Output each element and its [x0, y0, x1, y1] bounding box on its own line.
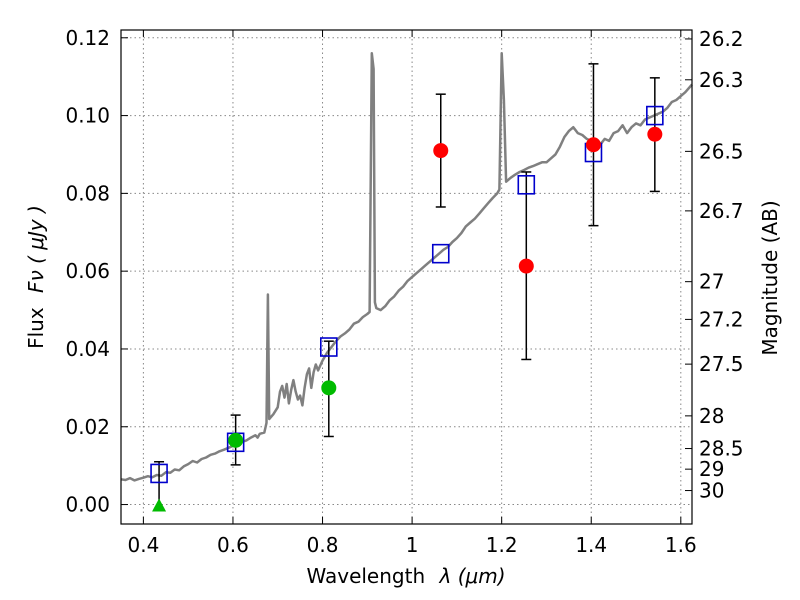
red-point: [433, 143, 449, 159]
y-axis-title-math: Fν ( μJy ): [24, 205, 48, 293]
y-tick-label: 0.04: [65, 337, 110, 361]
red-point: [647, 126, 663, 142]
x-axis-title-text: Wavelength: [306, 564, 425, 588]
y2-tick-label: 26.5: [699, 139, 744, 163]
green-point: [321, 380, 337, 396]
y2-tick-label: 27.5: [699, 352, 744, 376]
model-square: [517, 175, 536, 195]
model-square: [150, 463, 168, 484]
y2-tick-label: 26.7: [699, 199, 744, 223]
y2-tick-label: 28: [699, 404, 724, 428]
y2-tick-label: 27: [699, 270, 724, 294]
y2-axis-title: Magnitude (AB): [758, 200, 782, 355]
y2-tick-label: 28.5: [699, 437, 744, 461]
y2-tick-label: 29: [699, 457, 724, 481]
spectrum-series: [120, 52, 693, 482]
red-point: [585, 137, 601, 153]
model-square: [431, 243, 450, 264]
x-tick-label: 1.6: [665, 533, 697, 557]
y-axis-title-text: Flux: [24, 307, 48, 349]
y2-tick-label: 27.2: [699, 307, 744, 331]
plot-frame: [120, 29, 693, 525]
x-tick-label: 0.8: [307, 533, 339, 557]
spectrum-line: [120, 52, 693, 482]
y2-tick-label: 26.3: [699, 68, 744, 92]
x-tick-label: 1.4: [575, 533, 607, 557]
y-tick-label: 0.02: [65, 415, 110, 439]
green-point: [228, 432, 244, 448]
y-tick-label: 0.10: [65, 104, 110, 128]
x-tick-label: 0.4: [127, 533, 159, 557]
x-tick-label: 0.6: [217, 533, 249, 557]
model-square: [646, 105, 664, 126]
x-axis-title: Wavelength λ (μm): [306, 564, 505, 588]
y-tick-label: 0.06: [65, 259, 110, 283]
y-tick-label: 0.12: [65, 26, 110, 50]
green-limit-triangle: [152, 498, 167, 512]
ticks: 0.4 0.6 0.8 1 1.2 1.4 1.6 0.00 0.02 0.04 0.06 0.08 0…: [65, 26, 743, 557]
y2-tick-label: 26.2: [699, 27, 744, 51]
grid: [121, 30, 692, 524]
y-tick-label: 0.08: [65, 181, 110, 205]
x-axis-title-math: λ (μm): [439, 564, 506, 588]
red-point: [518, 258, 534, 274]
model-square: [319, 337, 338, 357]
x-tick-label: 1.2: [486, 533, 518, 557]
y2-tick-label: 30: [699, 479, 724, 503]
y-axis-title: Flux Fν ( μJy ): [24, 205, 48, 349]
markers: [150, 105, 664, 512]
x-tick-label: 1: [406, 533, 419, 557]
y-tick-label: 0.00: [65, 493, 110, 517]
